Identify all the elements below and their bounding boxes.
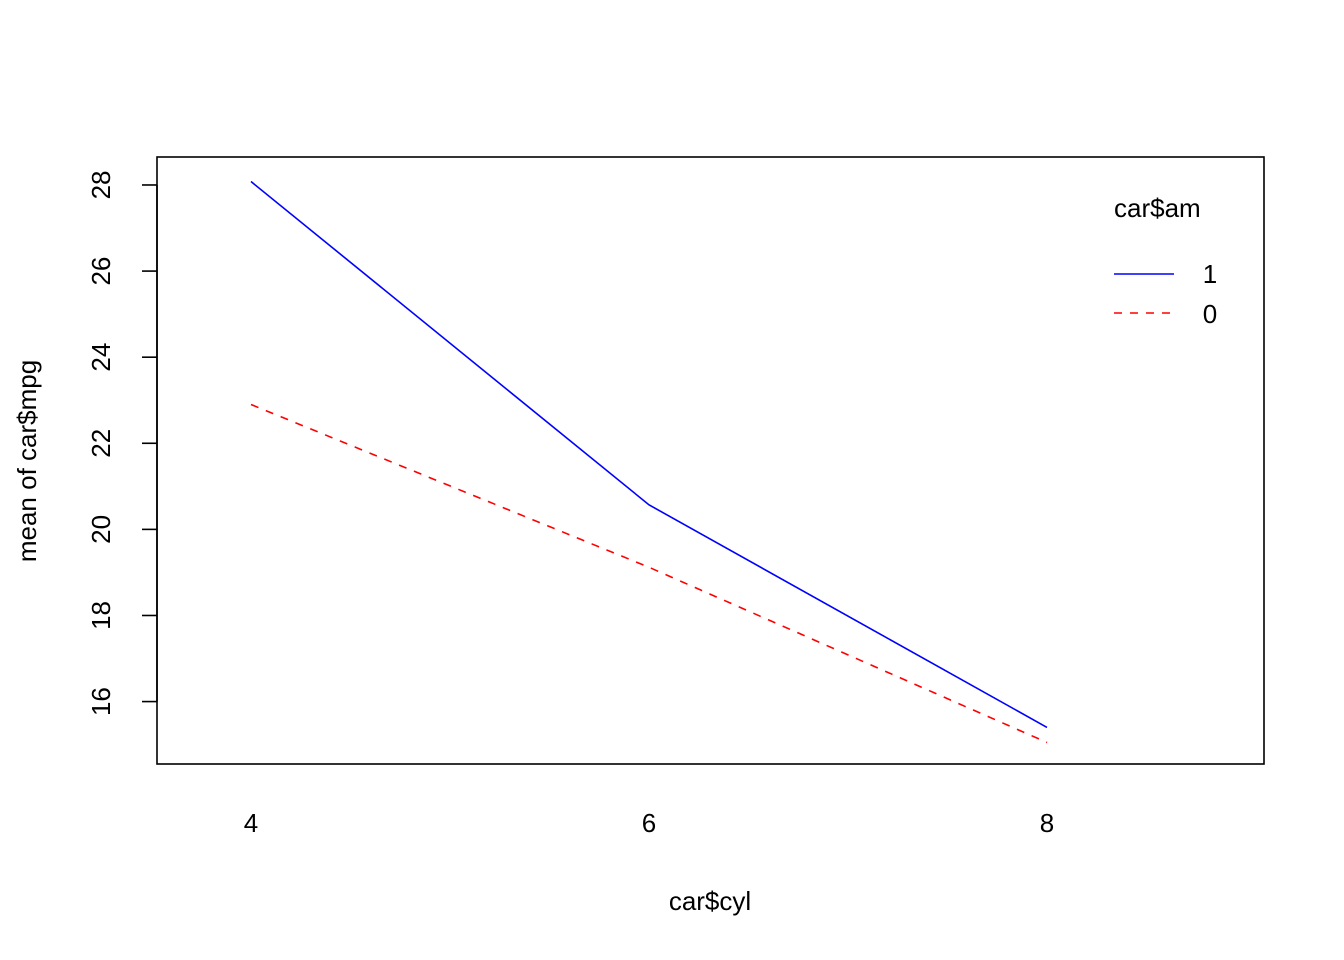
y-tick-label: 20 (86, 515, 116, 544)
y-axis-label: mean of car$mpg (12, 360, 42, 562)
legend-title: car$am (1114, 193, 1201, 223)
legend-label-series-1: 1 (1203, 259, 1217, 289)
series-layer (250, 180, 1048, 744)
y-tick-label: 18 (86, 601, 116, 630)
x-axis-label: car$cyl (669, 886, 751, 916)
x-tick-label: 6 (642, 808, 656, 838)
y-tick-label: 24 (86, 343, 116, 372)
series-line-1 (250, 180, 1048, 729)
x-tick-label: 4 (244, 808, 258, 838)
y-tick-label: 22 (86, 429, 116, 458)
legend: car$am 1 0 (1114, 193, 1217, 329)
legend-label-series-0: 0 (1203, 299, 1217, 329)
y-axis: 16 18 20 22 24 26 28 (86, 171, 158, 716)
plot-frame (156, 156, 1265, 765)
y-tick-label: 16 (86, 687, 116, 716)
x-axis: 4 6 8 (244, 808, 1054, 838)
y-tick-label: 26 (86, 257, 116, 286)
y-tick-label: 28 (86, 171, 116, 200)
x-tick-label: 8 (1040, 808, 1054, 838)
